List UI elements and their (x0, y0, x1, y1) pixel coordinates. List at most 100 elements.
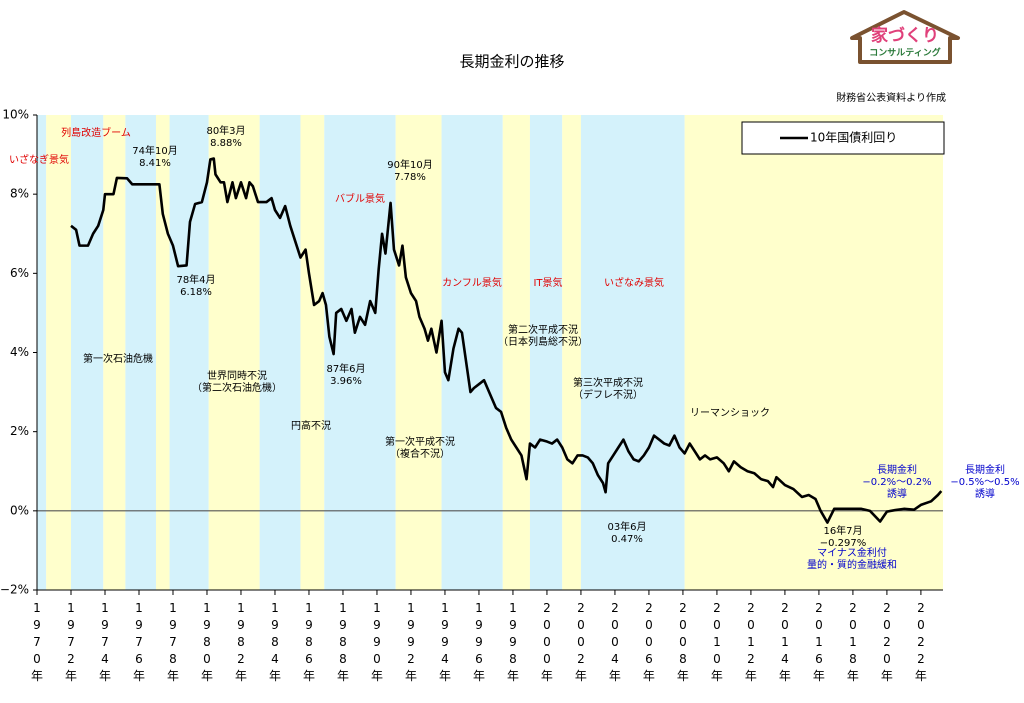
phase-band (441, 115, 503, 590)
annotation: 第一次石油危機 (83, 352, 153, 365)
annotation: 3.96% (330, 376, 362, 387)
annotation: 74年10月 (132, 144, 177, 157)
phase-band (46, 115, 71, 590)
annotation: 78年4月 (176, 273, 215, 286)
phase-band (155, 115, 170, 590)
phase-band (37, 115, 47, 590)
phase-band (395, 115, 442, 590)
bands (37, 115, 943, 590)
y-tick-label: 4% (10, 345, 29, 359)
y-tick-label: 6% (10, 266, 29, 280)
annotation: 6.18% (180, 287, 212, 298)
annotation: 第一次平成不況 (385, 435, 455, 448)
annotation: 長期金利 (877, 463, 917, 476)
phase-band (580, 115, 685, 590)
annotation: 量的・質的金融緩和 (807, 558, 897, 571)
legend-box (741, 121, 945, 155)
logo-main: 家づくり (871, 25, 939, 46)
annotation: 90年10月 (387, 158, 432, 171)
annotation: 世界同時不況 (207, 370, 267, 382)
annotation: 第三次平成不況 (573, 376, 643, 389)
logo-sub: コンサルティング (869, 47, 940, 59)
series-line (70, 157, 943, 524)
phase-band (259, 115, 301, 590)
annotation: （第二次石油危機） (192, 381, 282, 394)
phase-band (300, 115, 325, 590)
phase-band (125, 115, 156, 590)
phase-band (169, 115, 209, 590)
y-tick-label: 8% (10, 187, 29, 201)
phase-band (684, 115, 943, 590)
annotation: IT景気 (533, 276, 562, 289)
annotation: 03年6月 (607, 520, 646, 533)
annotation: （日本列島総不況） (498, 335, 588, 348)
annotation: カンフル景気 (442, 276, 502, 289)
annotation: 誘導 (887, 487, 907, 500)
annotation: 16年7月 (823, 524, 862, 537)
annotation: いざなみ景気 (604, 276, 664, 289)
logo-house (850, 10, 960, 64)
y-tick-label: −2% (0, 583, 29, 597)
legend-label: 10年国債利回り (810, 130, 897, 145)
plot: −2% 0% 2% 4% 6% 8% 10% 1 9 7 0 年 1 9 7 2 年 1 9 7 4 年 1 9 7 6 年 1 9 7 8… (0, 108, 945, 683)
annotation: 0.47% (611, 534, 643, 545)
logo: 家づくり コンサルティング (850, 10, 960, 64)
annotation: 80年3月 (206, 124, 245, 137)
annotation: リーマンショック (690, 407, 770, 419)
annotation: 87年6月 (326, 362, 365, 375)
annotation: （複合不況） (390, 447, 450, 460)
phase-band (103, 115, 126, 590)
source-note: 財務省公表資料より作成 (836, 91, 946, 104)
annotation: マイナス金利付 (817, 546, 887, 559)
annotation: いざなぎ景気 (9, 153, 69, 166)
annotation: 列島改造ブーム (61, 126, 131, 139)
y-tick-label: 10% (2, 108, 29, 122)
annotation: 円高不況 (291, 419, 331, 432)
phase-band (562, 115, 581, 590)
annotation: 8.41% (139, 158, 171, 169)
chart-title: 長期金利の推移 (459, 53, 564, 71)
annotation: 誘導 (975, 487, 995, 500)
annotation: バブル景気 (335, 192, 385, 205)
annotation: −0.2%〜0.2% (862, 477, 931, 488)
phase-band (70, 115, 104, 590)
annotation: −0.5%〜0.5% (950, 477, 1019, 488)
annotation: 長期金利 (965, 463, 1005, 476)
phase-band (502, 115, 530, 590)
annotation: 7.78% (394, 172, 426, 183)
annotation: （デフレ不況） (573, 388, 643, 401)
annotation: 8.88% (210, 138, 242, 149)
phase-band (529, 115, 563, 590)
y-tick-label: 0% (10, 503, 29, 517)
annotation: −0.297% (820, 538, 867, 549)
annotation: 第二次平成不況 (508, 323, 578, 336)
